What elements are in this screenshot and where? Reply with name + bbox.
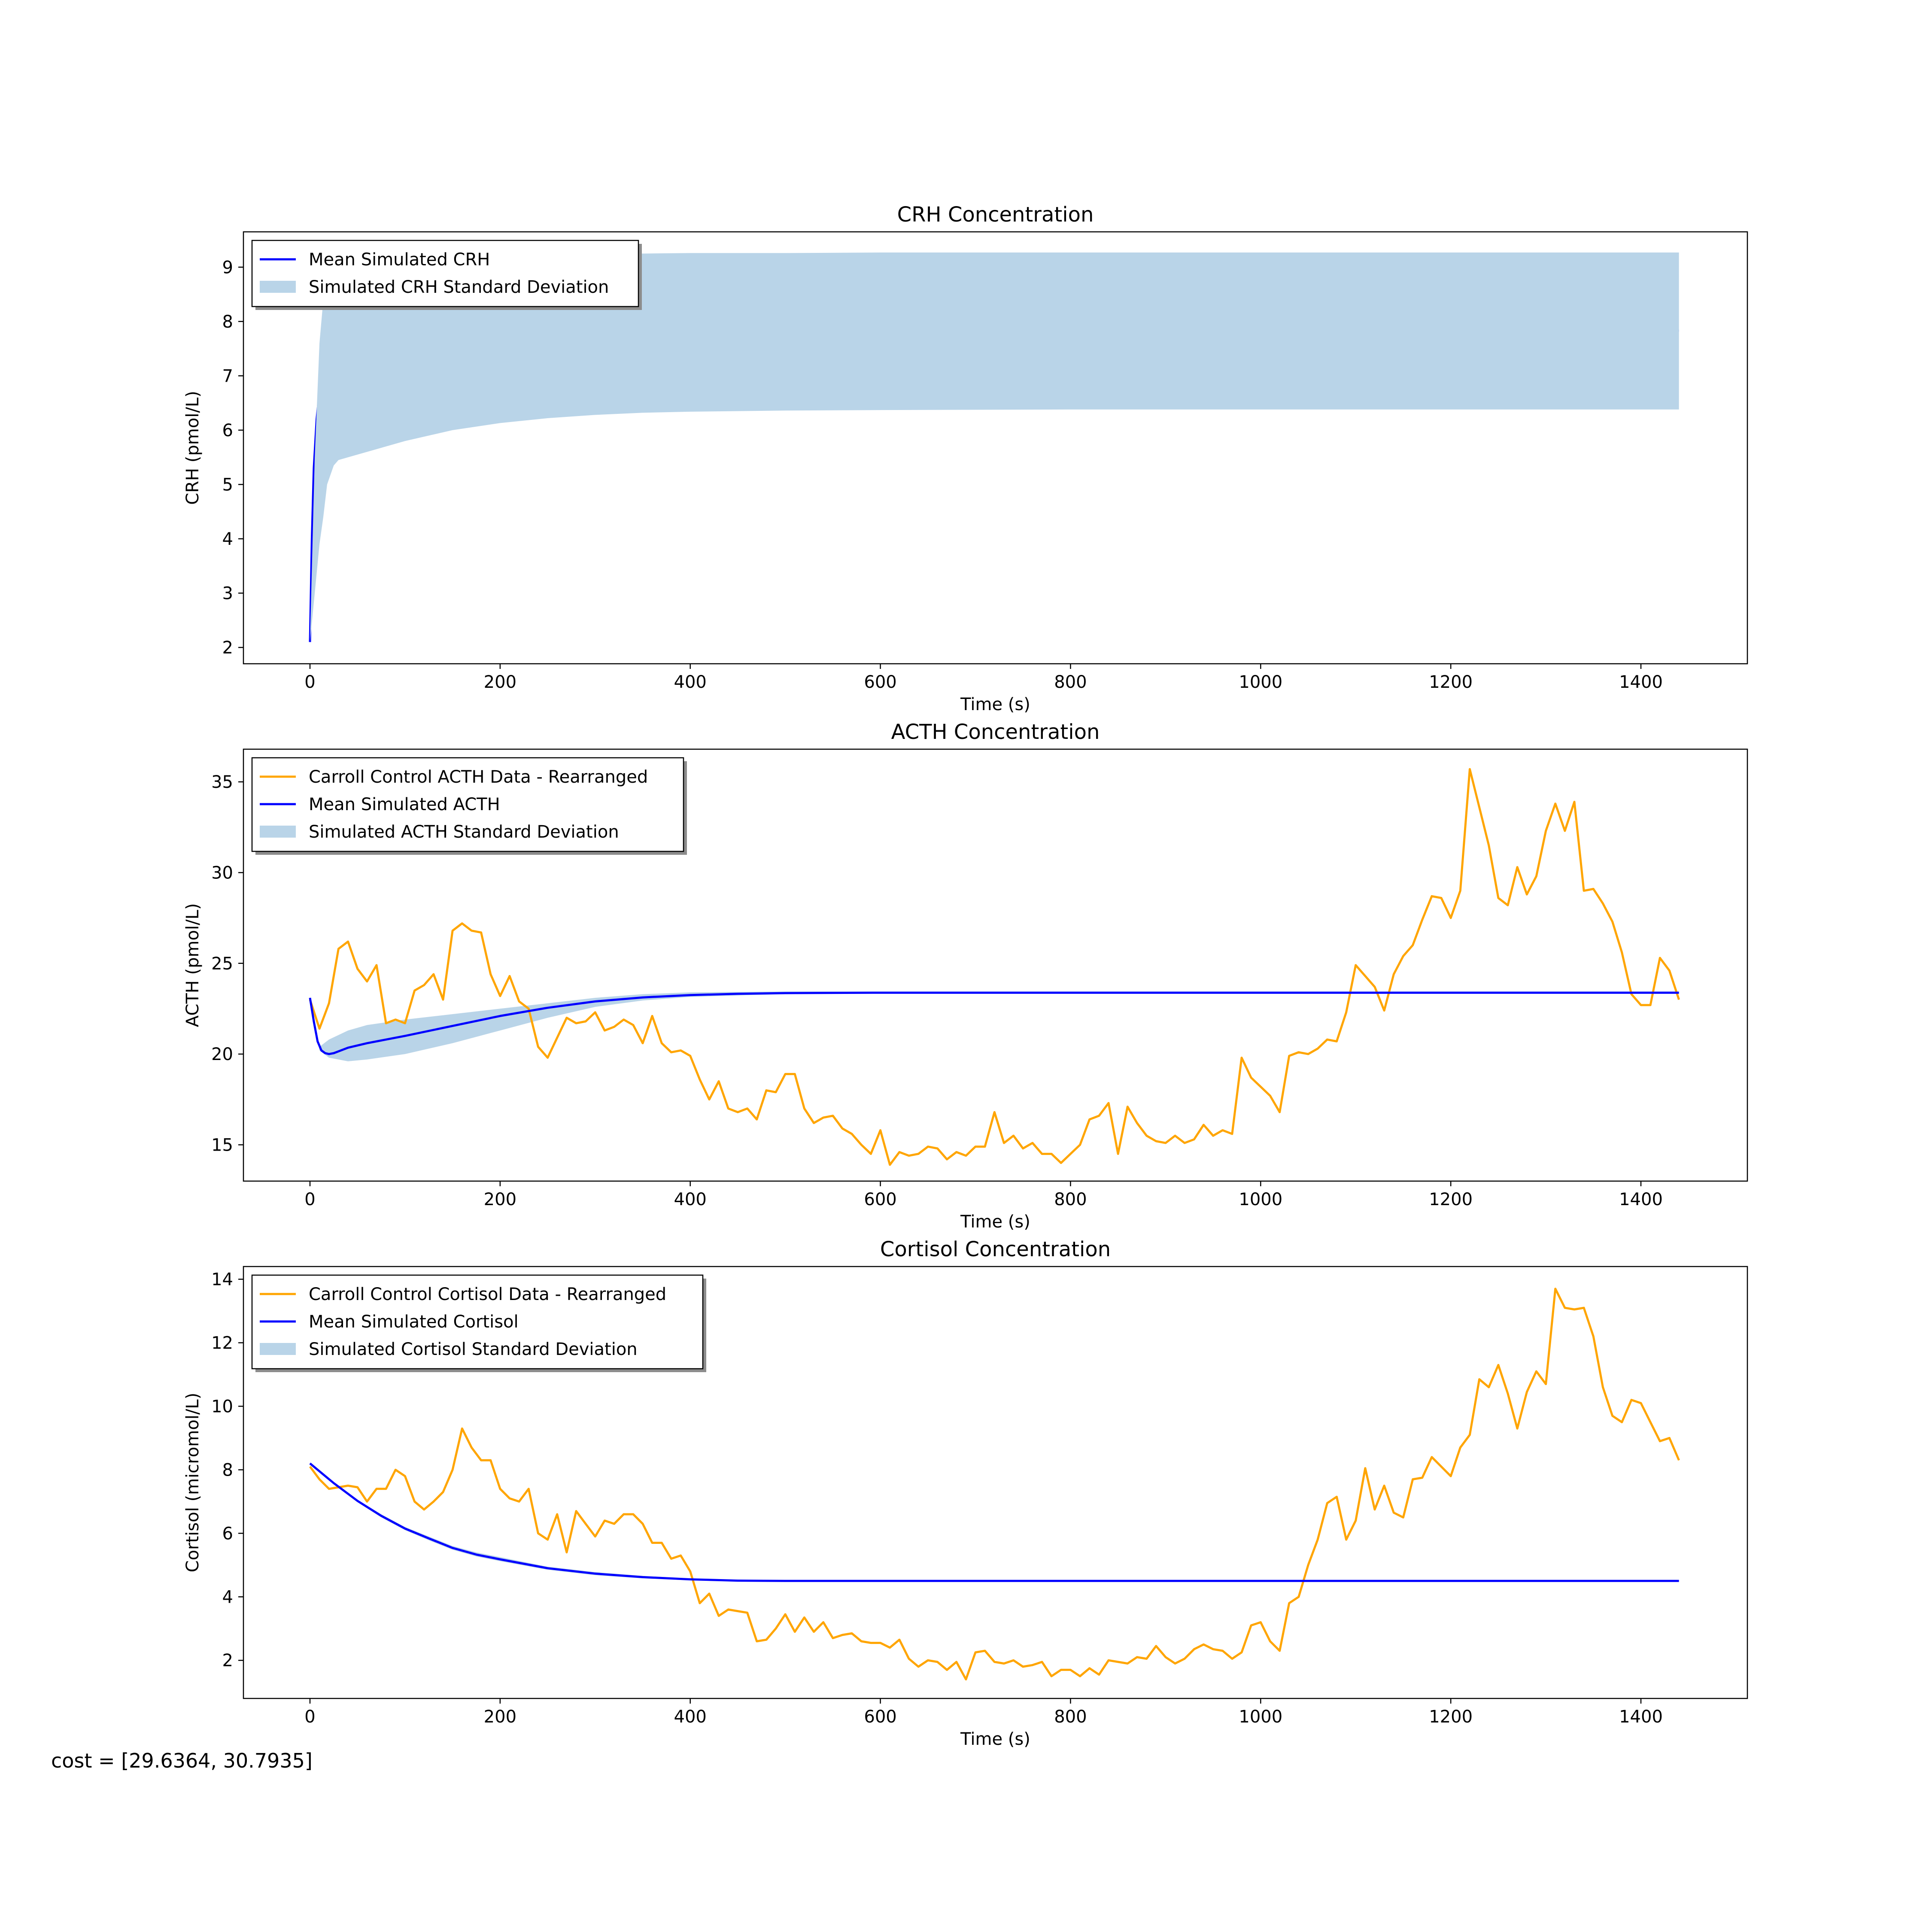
y-tick-label: 6 [222, 1524, 233, 1543]
y-tick-label: 10 [211, 1397, 233, 1416]
cortisol-plot-area [309, 1288, 1680, 1681]
y-tick-label: 30 [211, 863, 233, 883]
x-tick-label: 400 [674, 672, 707, 692]
y-tick-label: 4 [222, 529, 233, 549]
acth-plot-area [309, 768, 1680, 1166]
x-tick-label: 1000 [1239, 1707, 1282, 1727]
x-tick-label: 1200 [1429, 1190, 1473, 1209]
x-tick-label: 800 [1054, 1190, 1087, 1209]
x-tick-label: 200 [484, 672, 516, 692]
y-tick-label: 5 [222, 475, 233, 495]
legend-label: Carroll Control Cortisol Data - Rearrang… [309, 1285, 666, 1304]
x-axis-label: Time (s) [960, 1729, 1030, 1749]
y-tick-label: 15 [211, 1135, 233, 1155]
acth-chart-title: ACTH Concentration [891, 720, 1100, 744]
x-tick-label: 200 [484, 1190, 516, 1209]
y-tick-label: 6 [222, 421, 233, 440]
legend-label: Carroll Control ACTH Data - Rearranged [309, 767, 648, 787]
legend-label: Mean Simulated CRH [309, 250, 490, 270]
x-tick-label: 0 [304, 1190, 315, 1209]
y-axis-label: Cortisol (micromol/L) [183, 1393, 203, 1572]
x-tick-label: 1400 [1619, 672, 1663, 692]
x-axis-label: Time (s) [960, 1212, 1030, 1232]
x-tick-label: 1200 [1429, 1707, 1473, 1727]
crh-axes-frame [243, 231, 1748, 665]
y-tick-label: 9 [222, 258, 233, 277]
y-tick-label: 12 [211, 1334, 233, 1353]
simulated-acth-standard-deviation-legend-swatch [260, 826, 296, 838]
crh-legend: Mean Simulated CRH Simulated CRH Standard… [251, 240, 642, 310]
legend-label: Mean Simulated Cortisol [309, 1312, 519, 1332]
y-tick-label: 25 [211, 954, 233, 974]
y-tick-label: 8 [222, 1460, 233, 1480]
y-tick-label: 20 [211, 1045, 233, 1064]
x-tick-label: 400 [674, 1190, 707, 1209]
x-tick-label: 1000 [1239, 1190, 1282, 1209]
x-tick-label: 0 [304, 672, 315, 692]
y-tick-label: 8 [222, 312, 233, 332]
x-tick-label: 600 [864, 672, 896, 692]
simulated-crh-standard-deviation-band [310, 252, 1679, 642]
x-tick-label: 1200 [1429, 672, 1473, 692]
legend-label: Simulated ACTH Standard Deviation [309, 822, 619, 842]
legend-box [251, 1274, 704, 1370]
x-axis-label: Time (s) [960, 695, 1030, 714]
legend-label: Simulated CRH Standard Deviation [309, 277, 609, 297]
simulated-acth-standard-deviation-band [310, 991, 1679, 1061]
x-tick-label: 400 [674, 1707, 707, 1727]
simulated-crh-standard-deviation-legend-swatch [260, 281, 296, 293]
cortisol-chart-title: Cortisol Concentration [880, 1237, 1111, 1261]
x-tick-label: 1000 [1239, 672, 1282, 692]
y-tick-label: 2 [222, 638, 233, 658]
mean-simulated-acth-line [309, 991, 1679, 1055]
x-tick-label: 1400 [1619, 1707, 1663, 1727]
y-tick-label: 14 [211, 1270, 233, 1290]
legend-box [251, 757, 684, 852]
mean-simulated-cortisol-line [309, 1462, 1679, 1582]
x-tick-label: 600 [864, 1707, 896, 1727]
x-tick-label: 0 [304, 1707, 315, 1727]
cortisol-panel: 0 200 400 600 800 1000 1200 1400 2 4 6 8 10 12 14 Corti… [183, 1237, 1748, 1749]
acth-panel: 0 200 400 600 800 1000 1200 1400 15 20 25 30 35 ACTH … [183, 720, 1748, 1232]
legend-label: Mean Simulated ACTH [309, 795, 500, 814]
crh-chart-title: CRH Concentration [897, 203, 1094, 227]
y-tick-label: 2 [222, 1651, 233, 1671]
x-tick-label: 1400 [1619, 1190, 1663, 1209]
cortisol-legend: Carroll Control Cortisol Data - Rearrang… [251, 1274, 706, 1372]
cortisol-axes-frame [243, 1266, 1748, 1699]
acth-legend: Carroll Control ACTH Data - Rearranged Me… [251, 757, 687, 855]
legend-box [251, 240, 639, 307]
cost-annotation: cost = [29.6364, 30.7935] [51, 1749, 313, 1772]
legend-label: Simulated Cortisol Standard Deviation [309, 1340, 638, 1359]
acth-axes-frame [243, 748, 1748, 1182]
y-tick-label: 35 [211, 772, 233, 792]
y-tick-label: 4 [222, 1587, 233, 1607]
simulated-cortisol-standard-deviation-legend-swatch [260, 1343, 296, 1355]
x-tick-label: 800 [1054, 672, 1087, 692]
crh-plot-area [309, 252, 1679, 642]
y-tick-label: 3 [222, 583, 233, 603]
y-axis-label: ACTH (pmol/L) [183, 903, 203, 1027]
x-tick-label: 600 [864, 1190, 896, 1209]
x-tick-label: 200 [484, 1707, 516, 1727]
x-tick-label: 800 [1054, 1707, 1087, 1727]
crh-panel: 0 200 400 600 800 1000 1200 1400 2 3 4 5 6 7 8 9 CRH Con… [183, 203, 1748, 714]
y-tick-label: 7 [222, 366, 233, 386]
y-axis-label: CRH (pmol/L) [183, 391, 203, 504]
simulated-cortisol-standard-deviation-band [310, 1463, 1679, 1582]
